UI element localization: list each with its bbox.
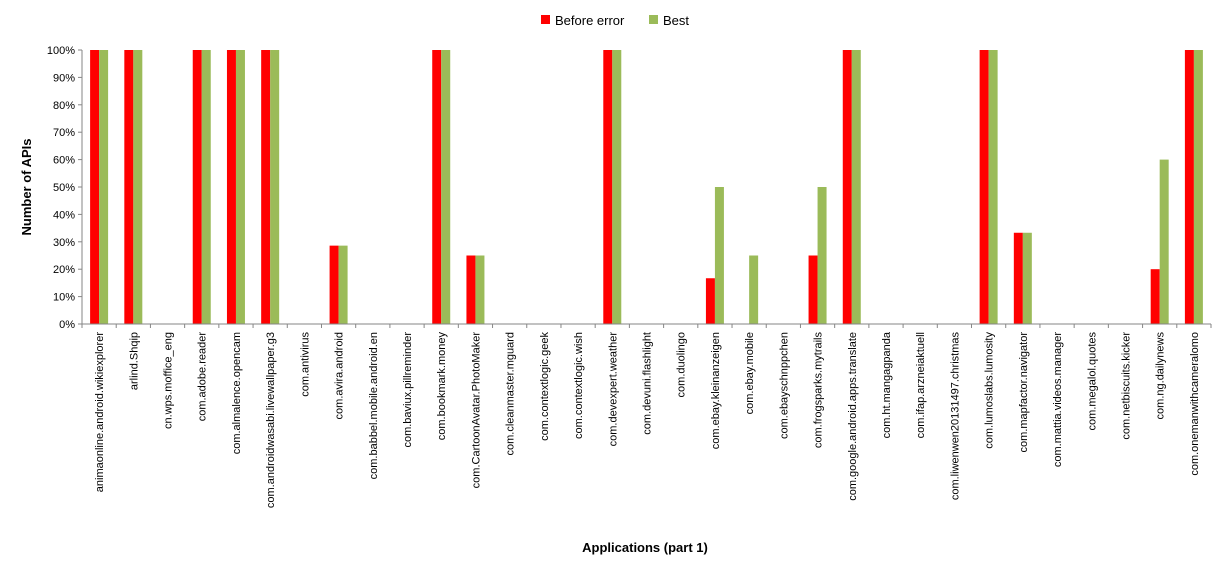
x-category-label: com.bookmark.money: [436, 332, 448, 441]
bar-best: [714, 187, 724, 324]
x-category-label: com.mapfactor.navigator: [1018, 332, 1030, 453]
y-tick-label: 10%: [53, 292, 75, 304]
bar-before-error: [226, 50, 236, 324]
x-category-label: com.androidwasabi.livewallpaper.g3: [265, 332, 277, 508]
bar-before-error: [1150, 269, 1160, 324]
bar-before-error: [979, 50, 989, 324]
bar-before-error: [1184, 50, 1194, 324]
y-tick-label: 100%: [47, 45, 75, 57]
bar-best: [612, 50, 622, 324]
x-category-label: com.ifap.arzneiaktuell: [915, 332, 927, 438]
y-tick-label: 60%: [53, 155, 75, 167]
x-category-label: com.megalol.quotes: [1086, 332, 1098, 431]
bar-best: [338, 245, 348, 324]
x-category-label: com.ebay.mobile: [744, 332, 756, 414]
x-category-label: com.cleanmaster.mguard: [505, 332, 517, 456]
x-category-label: com.google.android.apps.translate: [847, 332, 859, 501]
x-category-label: animaonline.android.wikiexplorer: [94, 332, 106, 493]
x-category-label: com.lumoslabs.lumosity: [984, 332, 996, 449]
x-axis-title: Applications (part 1): [582, 540, 708, 555]
x-category-label: arlind.Shqip: [128, 332, 140, 390]
x-category-label: com.babbel.mobile.android.en: [368, 332, 380, 479]
bar-best: [270, 50, 280, 324]
bar-before-error: [705, 278, 715, 324]
bar-best: [1022, 232, 1032, 324]
y-tick-label: 70%: [53, 127, 75, 139]
x-category-label: com.contextlogic.geek: [539, 332, 551, 441]
x-category-label: com.contextlogic.wish: [573, 332, 585, 439]
y-tick-label: 80%: [53, 100, 75, 112]
x-category-label: com.almalence.opencam: [231, 332, 243, 454]
x-category-label: com.devexpert.weather: [607, 332, 619, 447]
x-category-label: com.frogsparks.mytrails: [813, 332, 825, 449]
y-tick-label: 0%: [59, 319, 75, 331]
y-tick-label: 50%: [53, 182, 75, 194]
bar-best: [817, 187, 827, 324]
bar-best: [851, 50, 861, 324]
x-category-label: com.adobe.reader: [197, 332, 209, 422]
bar-best: [988, 50, 998, 324]
y-tick-label: 40%: [53, 209, 75, 221]
bar-best: [1193, 50, 1203, 324]
legend-label-before-error: Before error: [555, 13, 625, 28]
x-category-label: com.avira.android: [334, 332, 346, 419]
y-axis-ticks: 0% 10% 20% 30% 40% 50% 60% 70% 80% 90% 100%: [47, 45, 82, 331]
x-category-label: com.baviux.pillreminder: [402, 332, 414, 448]
bar-best: [201, 50, 211, 324]
legend: Before error Best: [541, 13, 689, 28]
x-category-label: com.devuni.flashlight: [642, 332, 654, 435]
bar-before-error: [466, 255, 476, 324]
x-category-label: com.liwenwen20131497.christmas: [949, 332, 961, 501]
x-category-label: com.ht.mangagpanda: [881, 331, 893, 438]
x-category-label: com.antivirus: [299, 332, 311, 397]
bar-best: [133, 50, 143, 324]
bar-before-error: [808, 255, 818, 324]
y-tick-label: 30%: [53, 237, 75, 249]
bar-before-error: [329, 245, 339, 324]
y-axis-title: Number of APIs: [19, 138, 34, 235]
bar-before-error: [124, 50, 134, 324]
bar-best: [475, 255, 485, 324]
legend-label-best: Best: [663, 13, 689, 28]
bar-best: [99, 50, 109, 324]
x-category-label: com.ng.dailynews: [1155, 332, 1167, 420]
y-tick-label: 20%: [53, 264, 75, 276]
legend-swatch-before-error: [541, 15, 550, 24]
bar-best: [235, 50, 245, 324]
x-category-label: com.duolingo: [676, 332, 688, 397]
x-category-label: com.ebay.kleinanzeigen: [710, 332, 722, 449]
x-category-label: com.onemanwithcameralomo: [1189, 332, 1201, 476]
bars: [90, 50, 1203, 324]
bar-best: [749, 255, 759, 324]
axes: [81, 50, 1212, 328]
bar-best: [1159, 159, 1169, 324]
legend-swatch-best: [649, 15, 658, 24]
bar-before-error: [192, 50, 202, 324]
bar-before-error: [432, 50, 442, 324]
bar-before-error: [90, 50, 100, 324]
x-axis-labels: animaonline.android.wikiexplorer arlind.S…: [94, 331, 1201, 508]
x-category-label: com.netbiscuits.kicker: [1120, 332, 1132, 440]
bar-before-error: [261, 50, 271, 324]
x-category-label: com.ebayschnppchen: [778, 332, 790, 439]
x-category-label: cn.wps.moffice_eng: [163, 332, 175, 429]
x-category-label: com.CartoonAvatar.PhotoMaker: [470, 332, 482, 489]
bar-best: [441, 50, 451, 324]
y-tick-label: 90%: [53, 72, 75, 84]
bar-before-error: [603, 50, 613, 324]
x-category-label: com.mattia.videos.manager: [1052, 332, 1064, 467]
bar-before-error: [842, 50, 852, 324]
bar-before-error: [1013, 232, 1023, 324]
